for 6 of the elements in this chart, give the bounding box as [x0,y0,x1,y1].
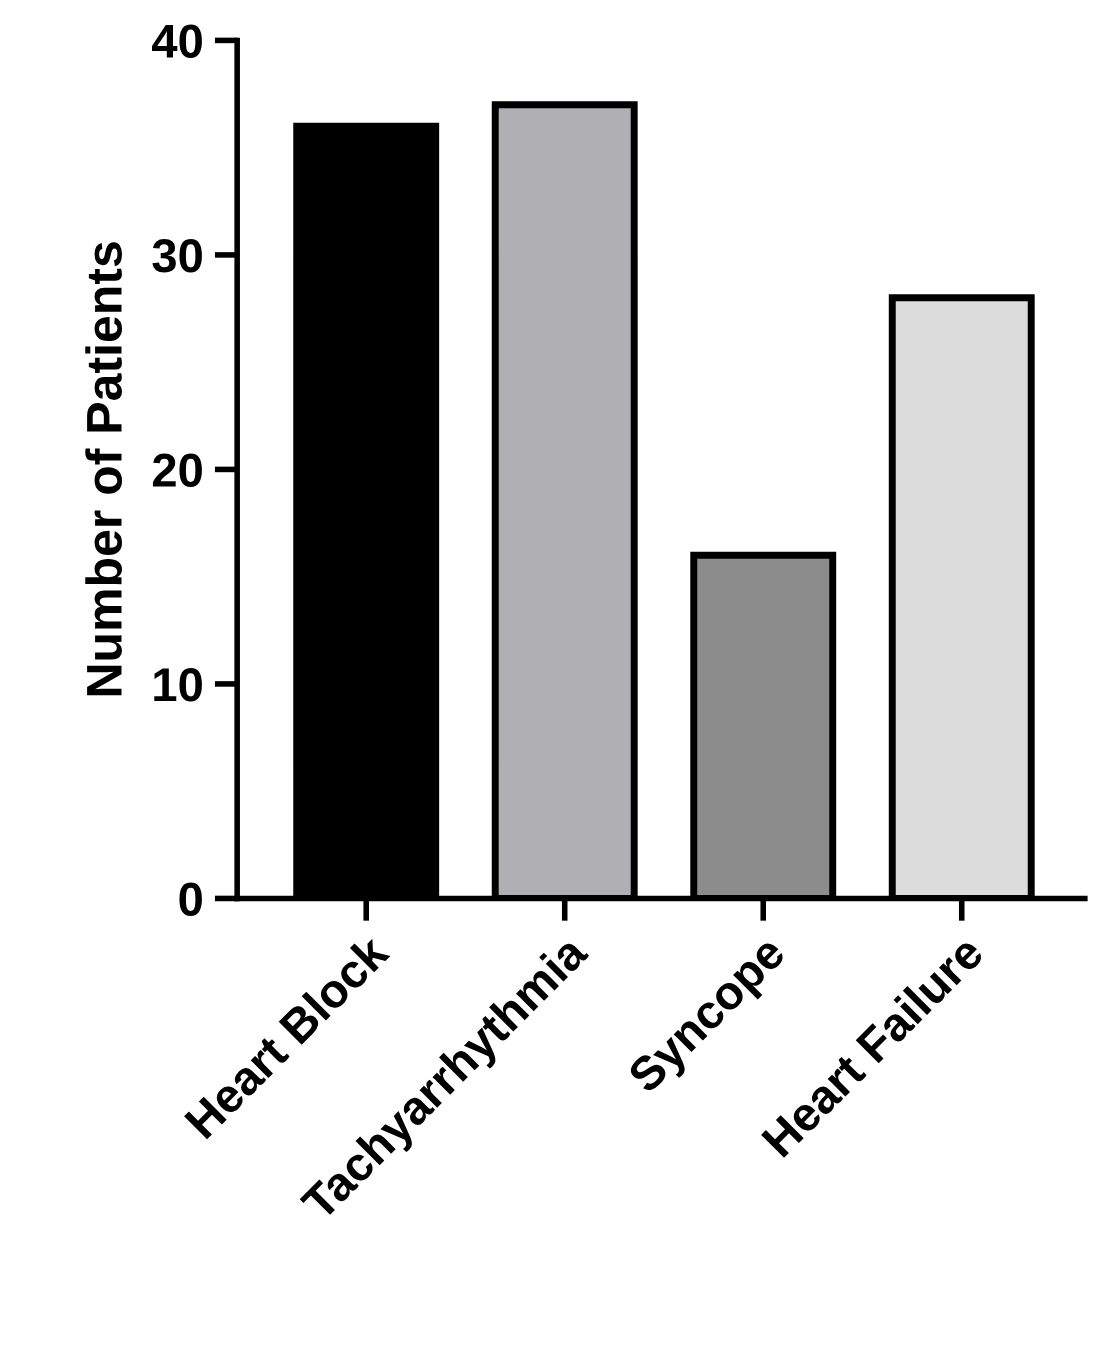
y-tick-label: 40 [152,24,202,58]
y-tick-label: 0 [179,882,202,917]
y-tick-label: 30 [152,239,202,273]
y-axis-title: Number of Patients [85,242,122,696]
y-tick-label: 20 [152,453,202,488]
y-tick-label: 10 [154,668,202,702]
